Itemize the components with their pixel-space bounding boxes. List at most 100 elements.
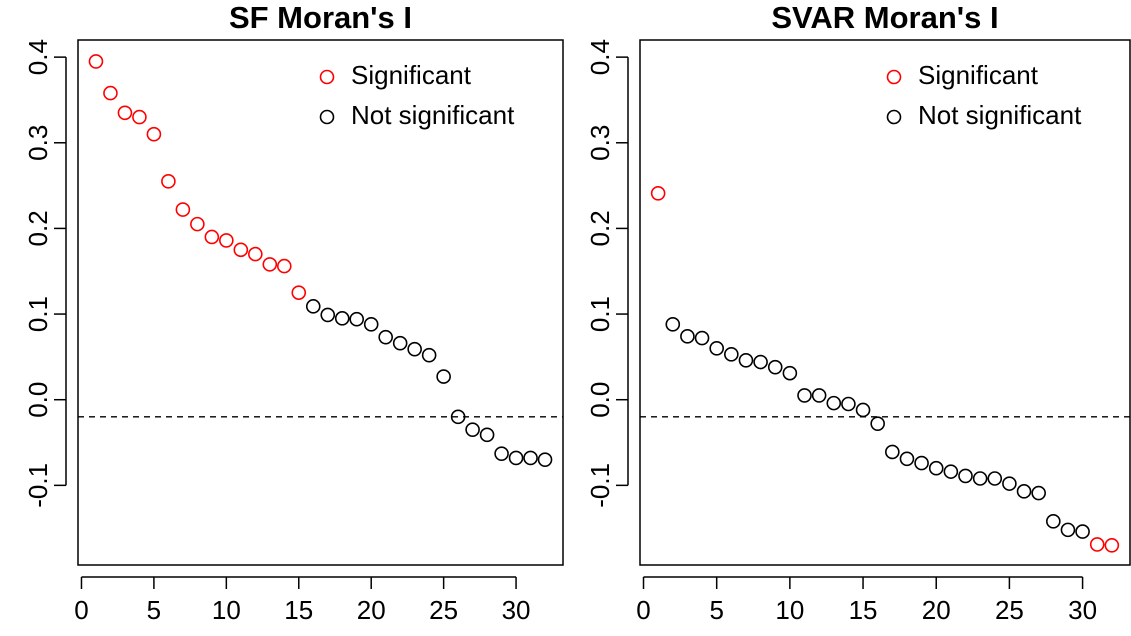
legend-marker bbox=[886, 109, 902, 125]
point bbox=[958, 468, 973, 484]
point bbox=[219, 233, 234, 248]
point bbox=[1075, 524, 1090, 539]
y-tick-label: 0.0 bbox=[585, 382, 615, 418]
y-tick-label: 0.4 bbox=[585, 39, 615, 75]
point bbox=[204, 229, 220, 245]
y-tick-label: 0.3 bbox=[23, 125, 53, 161]
point bbox=[1046, 514, 1061, 529]
point bbox=[650, 186, 666, 201]
point bbox=[987, 471, 1003, 486]
point bbox=[694, 330, 710, 346]
point bbox=[1104, 538, 1120, 553]
point bbox=[190, 216, 205, 232]
point bbox=[146, 126, 162, 142]
point bbox=[161, 174, 176, 189]
y-tick-label: 0.2 bbox=[585, 210, 615, 246]
point bbox=[811, 388, 827, 403]
legend-marker bbox=[886, 69, 902, 85]
y-tick-label: 0.0 bbox=[23, 382, 53, 418]
point bbox=[665, 317, 681, 332]
point bbox=[349, 311, 365, 327]
y-tick-label: 0.1 bbox=[585, 296, 615, 332]
y-tick-label: -0.1 bbox=[585, 463, 615, 508]
point bbox=[724, 347, 739, 362]
point bbox=[1016, 484, 1032, 499]
x-tick-label: 20 bbox=[357, 595, 386, 625]
point bbox=[291, 285, 307, 300]
point bbox=[262, 257, 278, 272]
point bbox=[103, 85, 118, 101]
point bbox=[421, 347, 437, 363]
point bbox=[132, 109, 147, 125]
x-tick-label: 10 bbox=[775, 595, 804, 625]
x-tick-label: 5 bbox=[709, 595, 723, 625]
point bbox=[523, 450, 538, 466]
x-tick-label: 10 bbox=[212, 595, 241, 625]
point bbox=[899, 451, 915, 467]
point bbox=[841, 396, 856, 412]
point bbox=[680, 329, 695, 344]
point bbox=[797, 388, 812, 403]
point bbox=[508, 450, 524, 466]
point bbox=[465, 422, 480, 437]
point bbox=[928, 460, 944, 476]
point bbox=[276, 258, 292, 274]
point bbox=[378, 329, 393, 345]
point bbox=[392, 335, 408, 351]
legend-label: Significant bbox=[918, 60, 1039, 90]
point bbox=[914, 455, 929, 471]
x-tick-label: 30 bbox=[1068, 595, 1097, 625]
point bbox=[320, 307, 336, 323]
point bbox=[407, 341, 422, 357]
point bbox=[1002, 476, 1017, 491]
x-tick-label: 30 bbox=[502, 595, 531, 625]
legend-label: Not significant bbox=[351, 100, 515, 130]
plot-box bbox=[77, 39, 564, 566]
point bbox=[450, 409, 466, 425]
point bbox=[248, 246, 263, 262]
point bbox=[709, 341, 724, 356]
x-tick-label: 15 bbox=[284, 595, 313, 625]
point bbox=[870, 416, 885, 431]
x-tick-label: 15 bbox=[849, 595, 878, 625]
point bbox=[782, 365, 798, 381]
legend-label: Significant bbox=[351, 60, 472, 90]
point bbox=[479, 427, 495, 443]
point bbox=[1089, 537, 1105, 552]
y-tick-label: 0.4 bbox=[23, 39, 53, 75]
point bbox=[753, 354, 768, 370]
point bbox=[738, 353, 754, 368]
chart-title: SF Moran's I bbox=[229, 0, 412, 35]
point bbox=[117, 105, 133, 121]
x-tick-label: 5 bbox=[147, 595, 161, 625]
point bbox=[363, 317, 379, 332]
legend-marker bbox=[319, 69, 335, 85]
plot-box bbox=[639, 39, 1131, 566]
point bbox=[885, 444, 900, 460]
y-tick-label: -0.1 bbox=[23, 463, 53, 508]
point bbox=[855, 402, 871, 418]
y-tick-label: 0.2 bbox=[23, 210, 53, 246]
legend-label: Not significant bbox=[918, 100, 1082, 130]
point bbox=[767, 359, 783, 375]
point bbox=[943, 464, 959, 479]
point bbox=[826, 395, 842, 411]
point bbox=[494, 446, 509, 461]
point bbox=[305, 299, 321, 314]
y-tick-label: 0.3 bbox=[585, 125, 615, 161]
point bbox=[334, 311, 350, 326]
x-tick-label: 25 bbox=[995, 595, 1024, 625]
x-tick-label: 0 bbox=[636, 595, 650, 625]
point bbox=[537, 452, 553, 467]
point bbox=[1031, 485, 1046, 501]
point bbox=[436, 369, 451, 384]
point bbox=[972, 471, 988, 486]
x-tick-label: 20 bbox=[922, 595, 951, 625]
point bbox=[233, 242, 249, 258]
chart-title: SVAR Moran's I bbox=[771, 0, 998, 35]
point bbox=[175, 202, 191, 217]
x-tick-label: 25 bbox=[429, 595, 458, 625]
legend-marker bbox=[319, 109, 335, 125]
